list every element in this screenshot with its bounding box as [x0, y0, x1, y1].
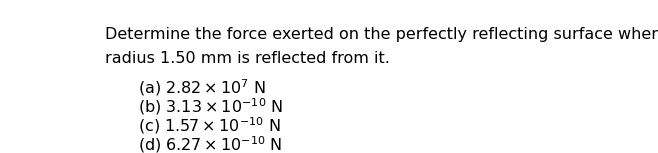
- Text: (d) $6.27\times10^{-10}$ N: (d) $6.27\times10^{-10}$ N: [138, 134, 283, 153]
- Text: radius 1.50 mm is reflected from it.: radius 1.50 mm is reflected from it.: [105, 51, 390, 66]
- Text: Determine the force exerted on the perfectly reflecting surface when  47.0 mW  b: Determine the force exerted on the perfe…: [105, 27, 658, 42]
- Text: (c) $1.57\times10^{-10}$ N: (c) $1.57\times10^{-10}$ N: [138, 115, 281, 136]
- Text: (a) $2.82\times10^{7}$ N: (a) $2.82\times10^{7}$ N: [138, 77, 266, 98]
- Text: (b) $3.13\times10^{-10}$ N: (b) $3.13\times10^{-10}$ N: [138, 96, 284, 117]
